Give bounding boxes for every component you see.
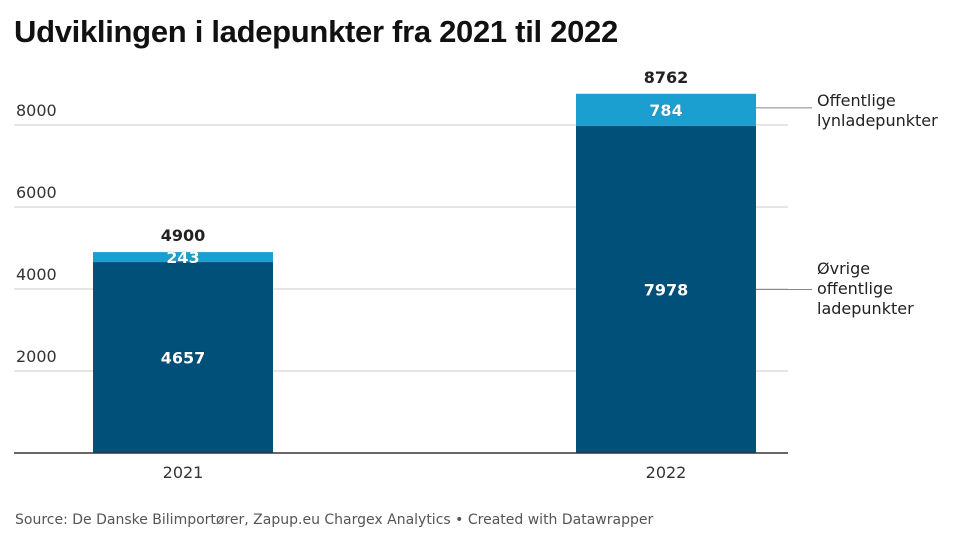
x-tick-label-2022: 2022 xyxy=(646,463,687,482)
chart-title: Udviklingen i ladepunkter fra 2021 til 2… xyxy=(14,14,618,49)
y-tick-label-4000: 4000 xyxy=(16,265,57,284)
data-label-2022-series-0: 7978 xyxy=(644,280,689,299)
credit-text: Created with Datawrapper xyxy=(467,512,654,528)
footer-separator: • xyxy=(455,512,464,528)
legend-label-1: Offentlige lynladepunkter xyxy=(817,91,938,130)
x-axis-tick-labels: 2021 2022 xyxy=(163,463,687,482)
source-text: Source: De Danske Bilimportører, Zapup.e… xyxy=(15,512,451,528)
total-label-2022: 8762 xyxy=(644,68,689,87)
bar-2022-series-1 xyxy=(576,93,756,126)
bar-2021-series-1 xyxy=(93,252,273,263)
y-axis-tick-labels: 2000 4000 6000 8000 xyxy=(16,101,57,366)
data-label-2021-series-1: 243 xyxy=(166,248,199,267)
data-label-2022-series-1: 784 xyxy=(649,101,682,120)
legend-label-0: Øvrige offentlige ladepunkter xyxy=(817,259,914,318)
y-tick-label-2000: 2000 xyxy=(16,347,57,366)
chart-footer: Source: De Danske Bilimportører, Zapup.e… xyxy=(15,512,653,528)
data-label-2021-series-0: 4657 xyxy=(161,349,206,368)
y-tick-label-6000: 6000 xyxy=(16,183,57,202)
y-tick-label-8000: 8000 xyxy=(16,101,57,120)
x-tick-label-2021: 2021 xyxy=(163,463,204,482)
data-labels: 4657 243 4900 7978 784 8762 xyxy=(160,68,689,368)
bar-2022-series-0 xyxy=(576,125,756,453)
inline-legend: Offentlige lynladepunkter Øvrige offentlige… xyxy=(756,91,938,318)
bars xyxy=(93,93,756,453)
bar-2021-series-0 xyxy=(93,262,273,453)
total-label-2021: 4900 xyxy=(161,226,206,245)
